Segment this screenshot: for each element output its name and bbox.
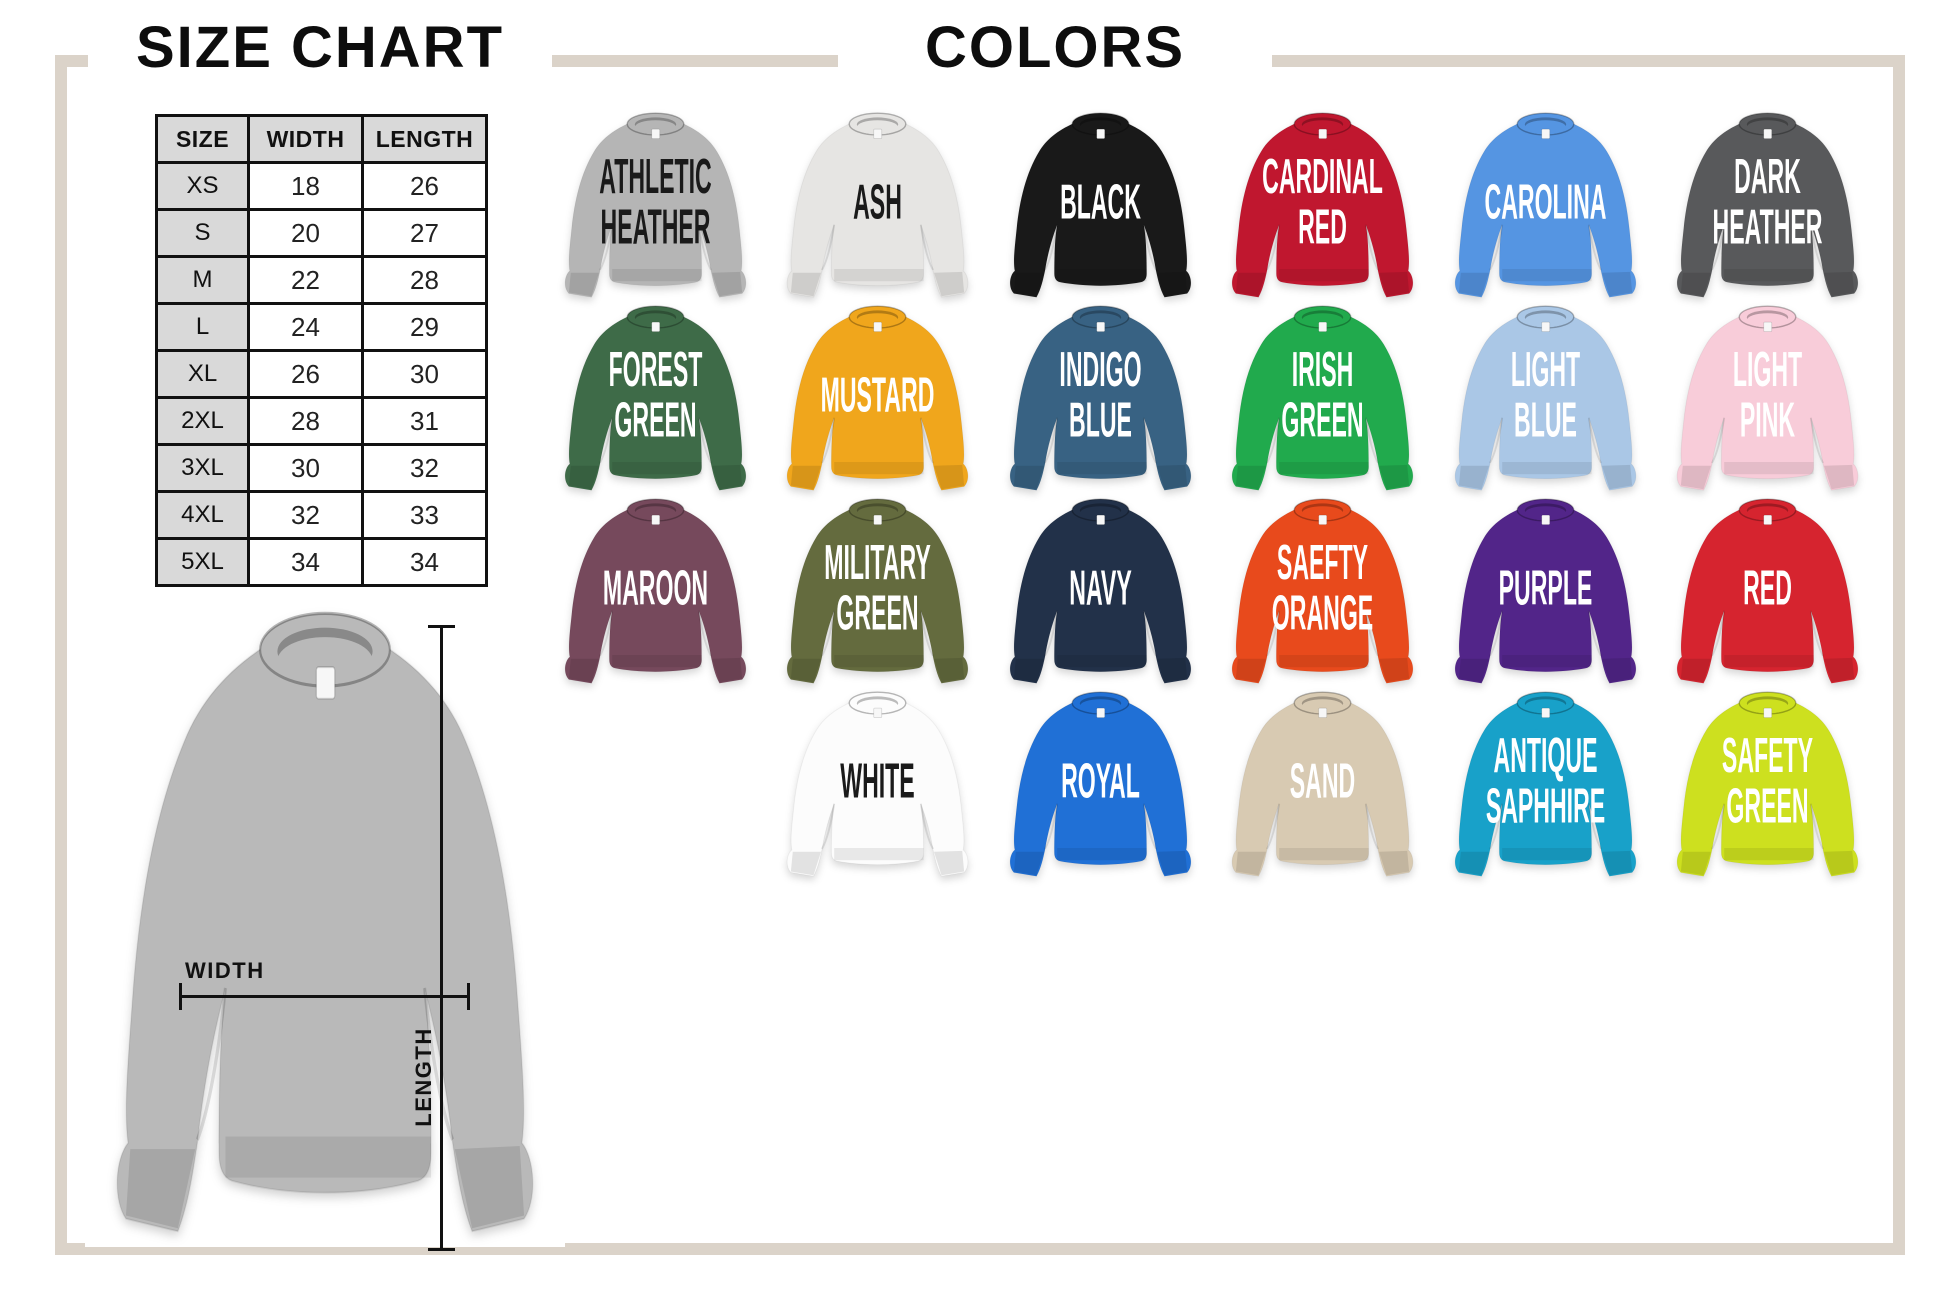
length-cell: 32 bbox=[361, 443, 488, 493]
size-cell: L bbox=[155, 302, 250, 352]
width-cell: 20 bbox=[247, 208, 364, 258]
table-row: L 24 29 bbox=[155, 302, 488, 352]
width-cell: 28 bbox=[247, 396, 364, 446]
length-tick-bottom bbox=[428, 1248, 455, 1251]
length-cell: 31 bbox=[361, 396, 488, 446]
table-row: 2XL 28 31 bbox=[155, 396, 488, 446]
width-cell: 32 bbox=[247, 490, 364, 540]
width-tick-left bbox=[179, 983, 182, 1010]
width-cell: 22 bbox=[247, 255, 364, 305]
size-chart-table: SIZE WIDTH LENGTH XS 18 26 S 20 27 M 22 28 L 24 29 XL 2… bbox=[155, 114, 488, 587]
table-row: XS 18 26 bbox=[155, 161, 488, 211]
length-cell: 26 bbox=[361, 161, 488, 211]
width-label: WIDTH bbox=[185, 958, 265, 983]
width-tick-right bbox=[467, 983, 470, 1010]
size-cell: S bbox=[155, 208, 250, 258]
table-row: 4XL 32 33 bbox=[155, 490, 488, 540]
size-table-header: SIZE WIDTH LENGTH bbox=[155, 114, 488, 164]
measurement-sweatshirt-graphic bbox=[116, 611, 534, 1233]
length-tick-top bbox=[428, 625, 455, 628]
table-header-width: WIDTH bbox=[247, 114, 364, 164]
width-cell: 34 bbox=[247, 537, 364, 587]
width-cell: 18 bbox=[247, 161, 364, 211]
table-row: M 22 28 bbox=[155, 255, 488, 305]
width-cell: 26 bbox=[247, 349, 364, 399]
table-row: XL 26 30 bbox=[155, 349, 488, 399]
table-header-length: LENGTH bbox=[361, 114, 488, 164]
width-measure-line bbox=[180, 995, 470, 998]
size-cell: 5XL bbox=[155, 537, 250, 587]
table-row: 3XL 30 32 bbox=[155, 443, 488, 493]
length-cell: 34 bbox=[361, 537, 488, 587]
table-header-size: SIZE bbox=[155, 114, 250, 164]
size-cell: 2XL bbox=[155, 396, 250, 446]
measurement-diagram: WIDTH LENGTH bbox=[85, 592, 565, 1251]
size-cell: 3XL bbox=[155, 443, 250, 493]
size-cell: XS bbox=[155, 161, 250, 211]
length-cell: 27 bbox=[361, 208, 488, 258]
size-cell: 4XL bbox=[155, 490, 250, 540]
size-chart-title: SIZE CHART bbox=[88, 10, 552, 84]
size-cell: XL bbox=[155, 349, 250, 399]
length-cell: 29 bbox=[361, 302, 488, 352]
colors-title: COLORS bbox=[838, 10, 1272, 84]
width-cell: 30 bbox=[247, 443, 364, 493]
length-cell: 28 bbox=[361, 255, 488, 305]
size-cell: M bbox=[155, 255, 250, 305]
width-cell: 24 bbox=[247, 302, 364, 352]
table-row: S 20 27 bbox=[155, 208, 488, 258]
length-measure-line bbox=[440, 625, 443, 1251]
length-cell: 30 bbox=[361, 349, 488, 399]
length-label: LENGTH bbox=[411, 1027, 436, 1127]
table-row: 5XL 34 34 bbox=[155, 537, 488, 587]
length-cell: 33 bbox=[361, 490, 488, 540]
